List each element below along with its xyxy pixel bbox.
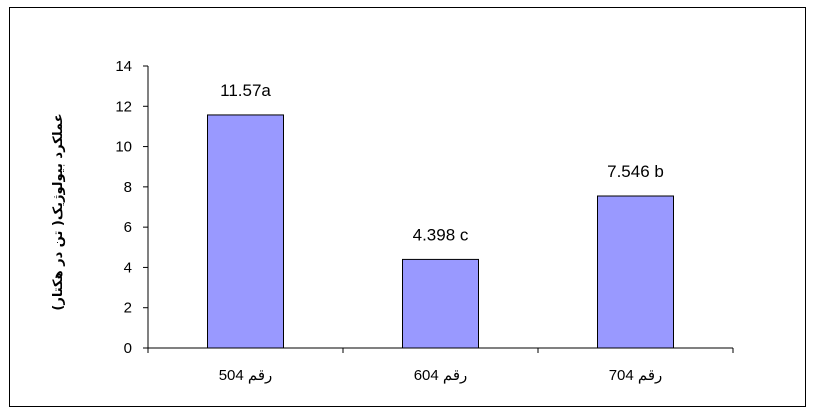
data-label-1: 11.57a — [220, 81, 271, 100]
bars — [207, 114, 674, 349]
y-tick-label: 12 — [115, 98, 132, 115]
labels: 11.57a رقم 504 4.398 c رقم 604 7.546 b رقم 70… — [219, 81, 664, 384]
bar-1 — [207, 114, 284, 349]
y-tick-label: 8 — [124, 179, 132, 196]
y-tick-label: 6 — [124, 219, 132, 236]
y-tick-label: 10 — [115, 139, 132, 156]
category-label-3: رقم 704 — [609, 367, 663, 384]
data-label-3: 7.546 b — [607, 162, 664, 181]
category-label-2: رقم 604 — [414, 367, 468, 384]
y-tick-label: 14 — [115, 58, 132, 75]
bar-3 — [597, 195, 674, 349]
data-label-2: 4.398 c — [413, 225, 469, 244]
y-tick-label: 2 — [124, 300, 132, 317]
category-label-1: رقم 504 — [219, 367, 273, 384]
y-axis-title: عملکرد بیولوژیک( تن در هکتار) — [51, 113, 66, 310]
bar-2 — [402, 258, 479, 349]
y-tick-label: 4 — [124, 259, 132, 276]
y-tick-label: 0 — [124, 340, 132, 357]
